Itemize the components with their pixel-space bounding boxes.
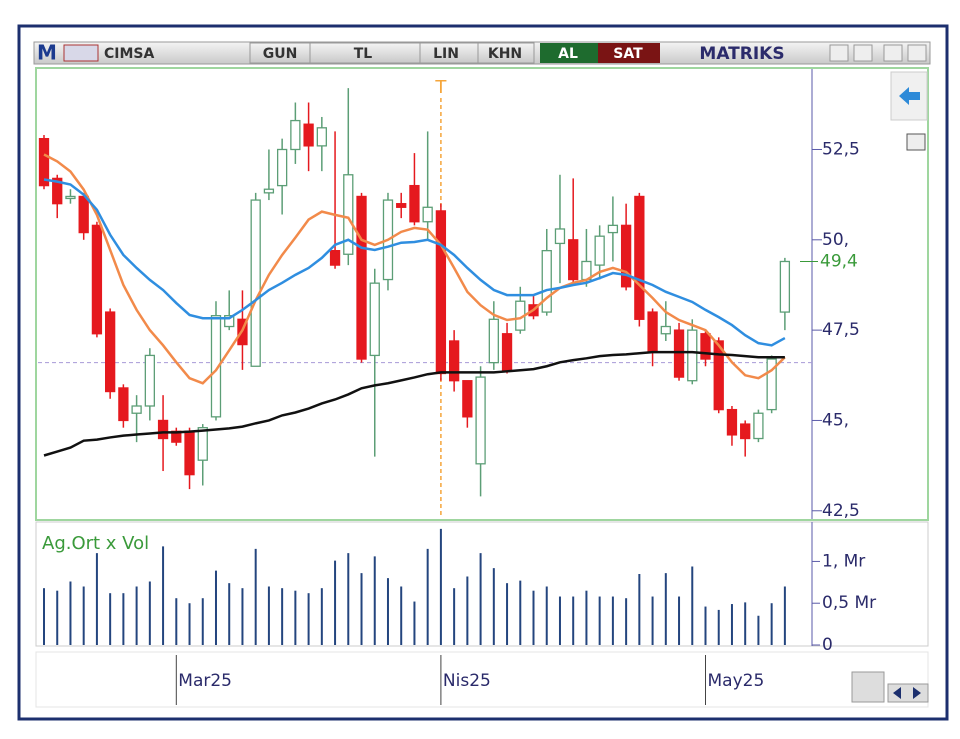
candle-body xyxy=(65,195,76,200)
time-axis xyxy=(35,651,929,708)
y-tick-label: 47,5 xyxy=(822,320,860,340)
candle-body xyxy=(224,315,235,328)
candle-body xyxy=(38,137,50,187)
sell-button[interactable] xyxy=(598,43,660,63)
mode[interactable]: KHN xyxy=(488,46,522,62)
candle-body xyxy=(144,354,155,407)
window-button[interactable] xyxy=(907,44,927,62)
price-plot xyxy=(38,88,812,518)
x-tick-label: Nis25 xyxy=(443,671,491,691)
candle-body xyxy=(91,224,103,335)
candle-body xyxy=(157,419,169,440)
candle-body xyxy=(713,340,724,411)
volume-label: Ag.Ort x Vol xyxy=(42,533,149,554)
candle-body xyxy=(78,195,89,234)
y-tick-label: 52,5 xyxy=(822,139,860,159)
candle-body xyxy=(620,224,632,288)
candle-body xyxy=(184,430,195,476)
window-button[interactable] xyxy=(883,44,903,62)
volume-plot xyxy=(43,528,786,645)
y-tick-label: 42,5 xyxy=(822,501,860,521)
logo: M xyxy=(37,41,57,65)
y-tick-label: 45, xyxy=(822,410,849,430)
candle-body xyxy=(594,235,605,266)
button[interactable] xyxy=(477,42,535,64)
candle-body xyxy=(197,427,208,461)
candle-body xyxy=(501,333,513,371)
candle-body xyxy=(753,412,764,440)
candle-body xyxy=(210,315,222,418)
candle-body xyxy=(475,376,486,465)
candle-body xyxy=(422,206,433,223)
candle-body xyxy=(740,423,751,440)
price-panel xyxy=(35,67,929,521)
candle-body xyxy=(779,260,791,313)
last-price-label: 49,4 xyxy=(820,251,858,271)
candle-body xyxy=(726,408,738,436)
candle-body xyxy=(343,174,354,255)
candle-body xyxy=(250,199,261,367)
x-tick-label: Mar25 xyxy=(178,671,232,691)
x-tick-label: May25 xyxy=(708,671,765,691)
sell[interactable]: SAT xyxy=(613,46,643,62)
candle-body xyxy=(634,195,645,320)
candle-body xyxy=(276,148,288,187)
candle-body xyxy=(369,282,380,357)
marker-label: T xyxy=(434,77,447,98)
nav-buttons[interactable] xyxy=(887,683,929,703)
window-button[interactable] xyxy=(853,44,873,62)
y-tick-label: 0 xyxy=(822,635,833,655)
candle-body xyxy=(554,228,566,245)
candle-body xyxy=(687,329,698,382)
currency[interactable]: TL xyxy=(354,46,373,62)
y-tick-label: 1, Mr xyxy=(822,551,865,571)
y-tick-label: 50, xyxy=(822,230,849,250)
candle-body xyxy=(568,239,579,281)
buy[interactable]: AL xyxy=(558,46,578,62)
y-tick-label: 0,5 Mr xyxy=(822,593,876,613)
small-button[interactable] xyxy=(906,133,926,151)
candle-body xyxy=(462,380,473,418)
candle-body xyxy=(448,340,460,382)
candle-body xyxy=(488,318,499,364)
candle-body xyxy=(396,203,407,208)
toolbar: M CIMSA GUN TL LIN KHN AL SAT MATRIKS xyxy=(33,41,931,65)
symbol[interactable]: CIMSA xyxy=(104,46,154,62)
candle-body xyxy=(435,210,447,375)
ma-line xyxy=(43,178,786,347)
brand: MATRIKS xyxy=(699,44,784,64)
candle-body xyxy=(700,333,711,360)
window-button[interactable] xyxy=(829,44,849,62)
candle-body xyxy=(52,177,63,205)
candle-body xyxy=(766,358,777,411)
nav-arrows[interactable] xyxy=(893,687,921,699)
period[interactable]: GUN xyxy=(263,46,298,62)
candle-body xyxy=(105,311,116,393)
candle-body xyxy=(329,249,341,266)
candle-body xyxy=(541,249,552,313)
candle-body xyxy=(409,184,420,223)
candle-body xyxy=(290,119,301,151)
candle-body xyxy=(263,188,275,194)
refresh-button[interactable] xyxy=(851,671,885,703)
candle-body xyxy=(131,405,142,414)
scale[interactable]: LIN xyxy=(433,46,459,62)
candle-body xyxy=(303,123,314,147)
icon xyxy=(63,44,99,62)
candle-body xyxy=(118,387,129,422)
arrow-icon[interactable] xyxy=(899,87,920,105)
candle-body xyxy=(647,311,658,353)
candle-body xyxy=(660,325,671,335)
candle-body xyxy=(356,195,367,360)
buy-button[interactable] xyxy=(540,43,598,63)
candle-body xyxy=(607,224,619,234)
volume-panel xyxy=(35,521,929,647)
candle-body xyxy=(673,329,685,378)
ma-line xyxy=(43,153,786,385)
candle-body xyxy=(316,127,327,147)
ma-line xyxy=(43,350,785,457)
